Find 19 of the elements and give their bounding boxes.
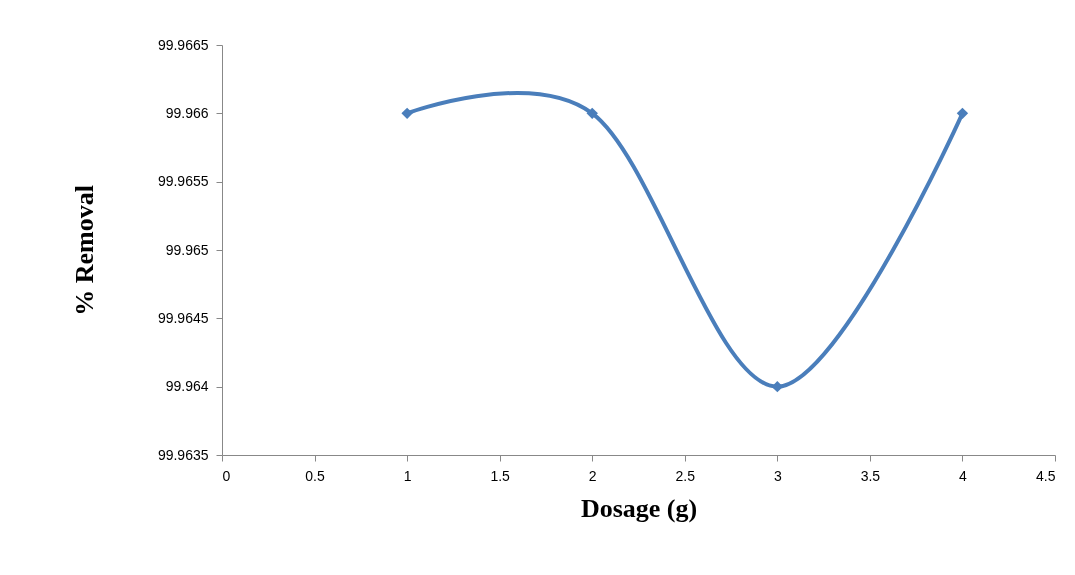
- x-tick-label: 4: [959, 467, 968, 484]
- x-tick-label: 3.5: [860, 467, 881, 484]
- x-axis-title: Dosage (g): [580, 493, 698, 523]
- y-tick-label: 99.9655: [157, 173, 209, 190]
- y-tick-label: 99.964: [165, 378, 209, 395]
- x-tick-label: 4.5: [1036, 467, 1056, 484]
- y-tick-label: 99.965: [165, 241, 209, 258]
- x-tick-label: 3: [773, 467, 782, 484]
- x-tick-label: 0.5: [305, 467, 325, 484]
- y-tick-label: 99.9635: [157, 446, 209, 463]
- x-tick-label: 0: [222, 467, 231, 484]
- x-tick-label: 2: [588, 467, 597, 484]
- y-tick-label: 99.966: [165, 104, 209, 121]
- x-tick-label: 1: [403, 467, 412, 484]
- y-axis-title: % Removal: [69, 185, 99, 316]
- x-tick-label: 1.5: [490, 467, 511, 484]
- y-tick-label: 99.9665: [157, 36, 209, 53]
- x-tick-label: 2.5: [675, 467, 696, 484]
- y-tick-label: 99.9645: [157, 309, 209, 326]
